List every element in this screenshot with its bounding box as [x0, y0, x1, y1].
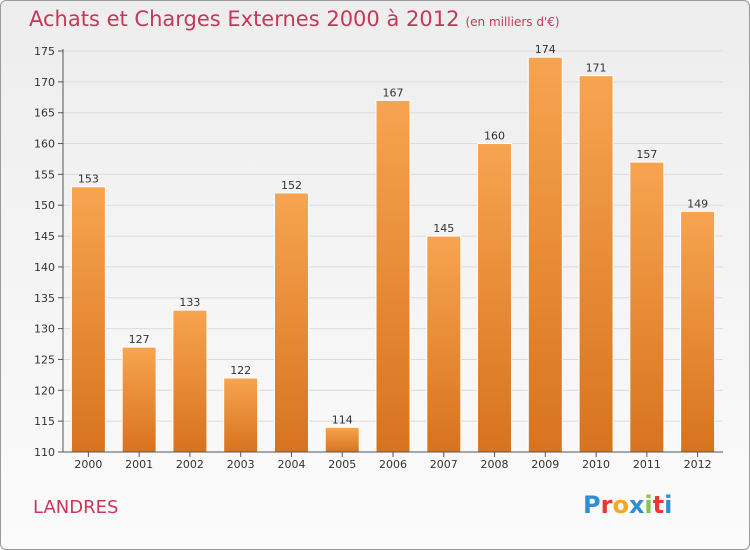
logo-letter: x	[628, 491, 645, 519]
y-tick-label: 140	[34, 261, 55, 274]
y-tick-label: 175	[34, 45, 55, 58]
bar	[121, 346, 157, 453]
bar	[578, 75, 614, 453]
y-tick-label: 115	[34, 415, 55, 428]
y-tick-label: 155	[34, 168, 55, 181]
bar	[527, 56, 563, 453]
bar-value-label: 122	[230, 364, 251, 377]
bar	[629, 161, 665, 453]
bar-value-label: 127	[129, 333, 150, 346]
x-tick-label: 2007	[430, 458, 458, 471]
bars: 153 127 133 122 152 114 167 145 160 174 171 157 149	[70, 43, 716, 453]
chart-subtitle: (en milliers d'€)	[465, 15, 560, 29]
x-tick-label: 2005	[328, 458, 356, 471]
logo-letter: P	[583, 491, 601, 519]
commune-name: LANDRES	[33, 497, 119, 518]
chart-title: Achats et Charges Externes 2000 à 2012 (e…	[29, 7, 560, 31]
bar-value-label: 133	[179, 296, 200, 309]
bar-value-label: 174	[535, 43, 556, 56]
y-tick-label: 150	[34, 199, 55, 212]
x-tick-label: 2010	[582, 458, 610, 471]
x-tick-label: 2001	[125, 458, 153, 471]
bar-value-label: 160	[484, 130, 505, 143]
bar	[273, 192, 309, 453]
bar	[172, 309, 208, 453]
bar-value-label: 152	[281, 179, 302, 192]
bar	[223, 377, 259, 453]
y-tick-label: 110	[34, 446, 55, 459]
bar-value-label: 167	[383, 86, 404, 99]
x-tick-label: 2004	[277, 458, 305, 471]
x-tick-label: 2012	[684, 458, 712, 471]
y-tick-label: 125	[34, 353, 55, 366]
logo-letter: r	[600, 491, 613, 519]
x-axis: 2000 2001 2002 2003 2004 2005 2006 2007 2008 2009…	[63, 451, 723, 471]
x-tick-label: 2002	[176, 458, 204, 471]
y-tick-label: 130	[34, 323, 55, 336]
bar-value-label: 171	[586, 62, 607, 75]
logo-letter: i	[664, 491, 673, 519]
bar	[375, 99, 411, 453]
y-tick-label: 135	[34, 292, 55, 305]
bar-value-label: 157	[636, 148, 657, 161]
x-tick-label: 2009	[531, 458, 559, 471]
x-tick-label: 2011	[633, 458, 661, 471]
y-tick-label: 170	[34, 76, 55, 89]
x-tick-label: 2000	[74, 458, 102, 471]
y-axis: 110 115 120 125 130 135 140 145 150 155 160 165 170 1…	[34, 45, 64, 459]
y-tick-label: 165	[34, 107, 55, 120]
bar-value-label: 145	[433, 222, 454, 235]
bar-value-label: 153	[78, 173, 99, 186]
y-tick-label: 145	[34, 230, 55, 243]
bar-value-label: 114	[332, 413, 353, 426]
y-tick-label: 120	[34, 384, 55, 397]
x-tick-label: 2008	[481, 458, 509, 471]
proxiti-logo[interactable]: Proxiti	[583, 491, 672, 519]
x-tick-label: 2003	[227, 458, 255, 471]
logo-letter: o	[612, 491, 629, 519]
y-tick-label: 160	[34, 138, 55, 151]
logo-letter: i	[644, 491, 653, 519]
bar	[477, 143, 513, 453]
x-tick-label: 2006	[379, 458, 407, 471]
bar	[680, 210, 716, 453]
logo-letter: t	[652, 491, 665, 519]
bar	[70, 186, 106, 453]
bar	[324, 426, 360, 453]
bar-value-label: 149	[687, 197, 708, 210]
bar	[426, 235, 462, 453]
chart-title-text: Achats et Charges Externes 2000 à 2012	[29, 7, 460, 31]
